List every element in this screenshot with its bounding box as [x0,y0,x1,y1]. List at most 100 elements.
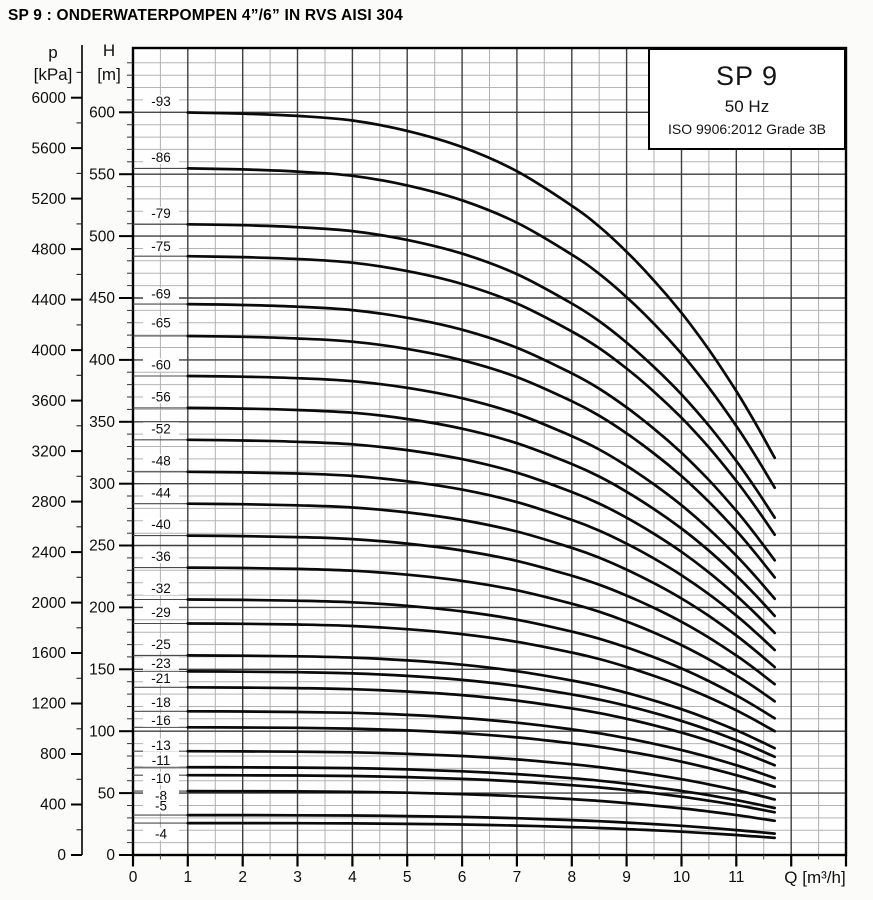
curve-label-mask--11 [143,753,179,767]
pressure-tick-label: 3200 [32,443,67,460]
curve-label-mask--60 [143,358,179,372]
pump-curve--56 [186,406,777,618]
pump-curve--8 [186,789,777,823]
legend-model: SP 9 [715,61,779,91]
pump-curve--5 [186,813,777,835]
flow-tick-label: 1 [183,869,192,886]
curve-label-mask--44 [143,486,179,500]
curve-label--23: -23 [151,656,171,671]
curve-label--79: -79 [151,206,171,221]
curve-label-mask--23 [143,656,179,670]
flow-tick-label: 4 [348,869,357,886]
curve-label--48: -48 [151,453,171,468]
head-tick-label: 250 [89,538,115,555]
pump-curve--75 [186,254,777,537]
head-tick-label: 600 [89,105,115,122]
head-tick-label: 50 [98,785,116,802]
curve-label--60: -60 [151,358,171,373]
curve-label--29: -29 [151,605,171,620]
curve-label--52: -52 [151,421,171,436]
legend-box: SP 9 50 Hz ISO 9906:2012 Grade 3B [648,48,846,150]
curve-label--69: -69 [151,287,171,302]
pressure-tick-label: 6000 [32,90,67,107]
curve-label--4: -4 [155,827,167,842]
flow-tick-label: 6 [458,869,467,886]
curve-label--65: -65 [151,316,171,331]
curve-label-mask--21 [143,671,179,685]
curve-label--18: -18 [151,695,171,710]
pump-curve--16 [186,725,777,789]
pump-curve--10 [186,773,777,814]
curve-label--40: -40 [151,517,171,532]
pump-curve--69 [186,302,777,562]
head-tick-label: 100 [89,723,115,740]
pressure-tick-label: 800 [40,746,66,763]
curve-label--36: -36 [151,549,171,564]
head-tick-label: 350 [89,414,115,431]
curve-label-mask--52 [143,422,179,436]
curve-label--75: -75 [151,239,171,254]
curve-label-mask--86 [143,150,179,164]
curve-label--25: -25 [151,637,171,652]
pump-curve--52 [186,438,777,635]
legend-frequency: 50 Hz [724,97,770,116]
curve-label--32: -32 [151,581,171,596]
head-tick-label: 0 [106,847,115,864]
curve-label-mask--8 [143,789,179,803]
curve-label--86: -86 [151,150,171,165]
curve-label-mask--65 [143,316,179,330]
pump-curve--4 [186,821,777,840]
head-tick-label: 300 [89,476,115,493]
pump-curve--13 [186,749,777,801]
flow-tick-label: 8 [567,869,576,886]
curve-label-mask--40 [143,518,179,532]
pump-curve--18 [186,709,777,780]
curve-label-mask--48 [143,454,179,468]
pump-curve--32 [186,598,777,720]
curve-label--13: -13 [151,738,171,753]
head-axis-unit: [m] [97,65,121,84]
curve-label-mask--79 [143,206,179,220]
pressure-tick-label: 400 [40,797,66,814]
pressure-axis-name: p [48,43,58,62]
flow-tick-label: 11 [728,869,744,886]
flow-tick-label: 5 [403,869,412,886]
flow-tick-label: 9 [622,869,631,886]
head-tick-label: 200 [89,600,115,617]
pump-curve--40 [186,534,777,686]
flow-tick-label: 3 [293,869,302,886]
curve-label-mask--93 [143,95,179,108]
pump-curve--60 [186,374,777,601]
page-title: SP 9 : ONDERWATERPOMPEN 4”/6” IN RVS AIS… [8,7,403,24]
pump-curve--21 [186,685,777,767]
pump-curve--86 [186,167,777,490]
head-tick-label: 450 [89,290,115,307]
curve-label-mask--4 [143,827,179,841]
curve-label--21: -21 [151,671,171,686]
curve-label-mask--36 [143,550,179,564]
curve-label-mask--25 [143,637,179,651]
head-axis-name: H [102,41,116,60]
pressure-axis-unit: [kPa] [33,65,73,84]
curve-label-mask--5 [143,799,179,813]
pressure-tick-label: 5600 [32,140,67,157]
curve-label-mask--32 [143,582,179,595]
head-tick-label: 400 [89,352,115,369]
flow-tick-label: 7 [513,869,522,886]
head-tick-label: 150 [89,662,115,679]
head-tick-label: 550 [89,166,115,183]
legend-standard: ISO 9906:2012 Grade 3B [668,121,826,137]
pressure-tick-label: 4000 [32,342,67,359]
curve-label-mask--13 [143,738,179,752]
flow-axis-unit: Q [m³/h] [784,868,846,887]
pressure-tick-label: 5200 [32,191,67,208]
pressure-tick-label: 4400 [32,292,67,309]
pump-curve--29 [186,622,777,733]
curve-label--10: -10 [151,771,171,786]
pump-curve--11 [186,765,777,810]
pressure-tick-label: 2000 [32,595,67,612]
curve-label--16: -16 [151,713,171,728]
pump-curve--44 [186,502,777,669]
